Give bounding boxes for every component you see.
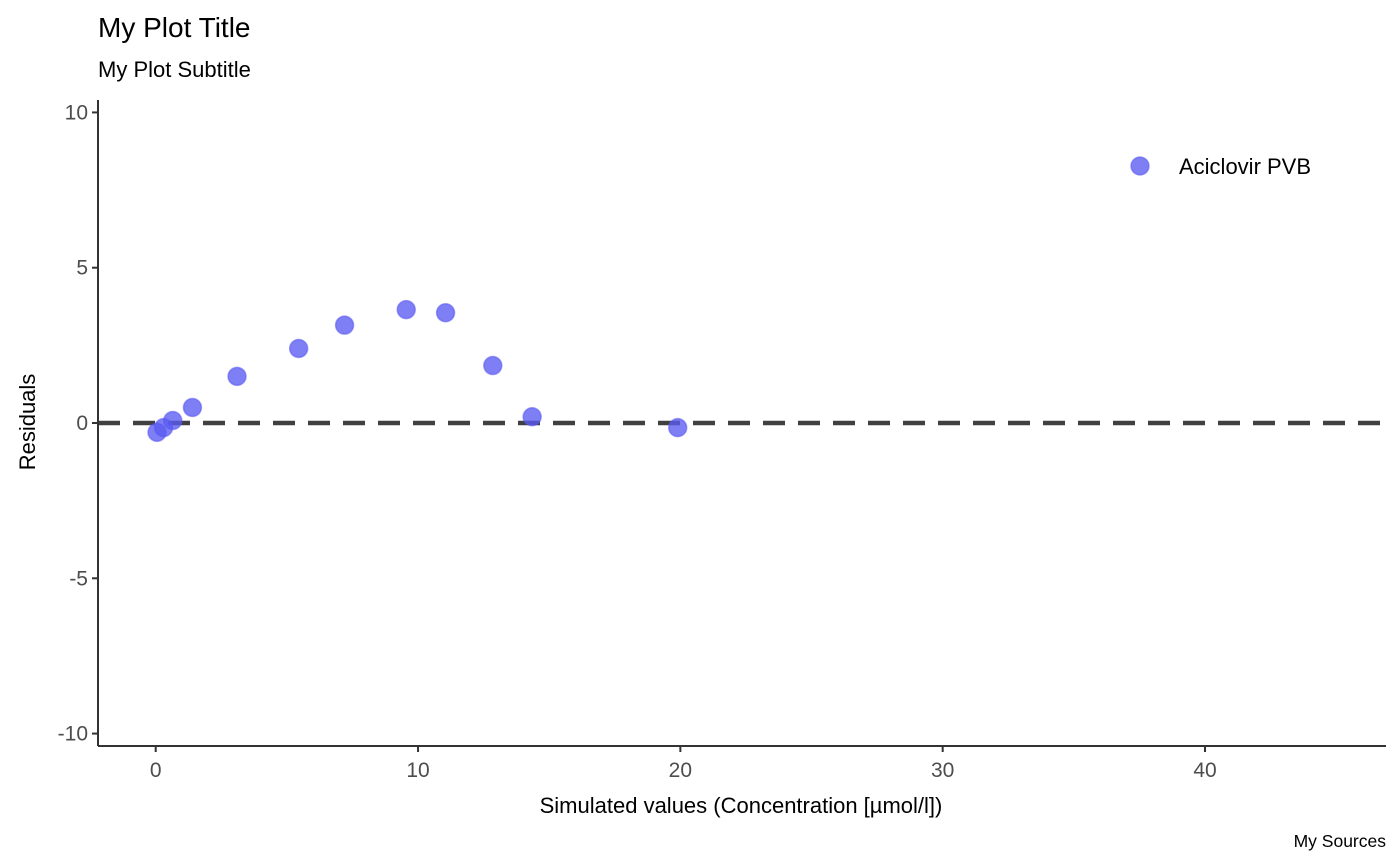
x-tick-label: 0 bbox=[150, 759, 162, 782]
data-point bbox=[483, 355, 503, 376]
axes-layer: -10 -5 0 5 10 0 10 20 30 40 bbox=[58, 100, 1386, 782]
y-tick-label: 0 bbox=[76, 412, 88, 435]
data-point bbox=[288, 338, 309, 359]
y-tick-label: -10 bbox=[58, 723, 88, 746]
x-tick-label: 30 bbox=[931, 759, 954, 782]
data-point bbox=[334, 315, 355, 335]
legend-label: Aciclovir PVB bbox=[1179, 154, 1311, 179]
y-tick-label: 5 bbox=[76, 257, 88, 280]
data-point bbox=[163, 410, 183, 431]
plot-title: My Plot Title bbox=[98, 12, 251, 43]
data-points-layer bbox=[147, 299, 688, 443]
legend: Aciclovir PVB bbox=[1130, 154, 1311, 179]
x-axis-title: Simulated values (Concentration [µmol/l]… bbox=[540, 793, 943, 818]
plot-subtitle: My Plot Subtitle bbox=[98, 57, 251, 82]
data-point bbox=[522, 407, 542, 427]
x-tick-label: 10 bbox=[406, 759, 429, 782]
legend-key-marker bbox=[1130, 156, 1150, 176]
data-point bbox=[182, 397, 203, 418]
data-point bbox=[435, 302, 456, 323]
data-point bbox=[227, 366, 247, 387]
x-tick-label: 40 bbox=[1193, 759, 1216, 782]
y-tick-label: -5 bbox=[69, 567, 88, 590]
y-tick-label: 10 bbox=[65, 101, 88, 124]
data-point bbox=[667, 417, 688, 438]
plot-caption: My Sources bbox=[1293, 831, 1386, 851]
y-axis-title: Residuals bbox=[15, 374, 40, 471]
x-tick-label: 20 bbox=[669, 759, 692, 782]
data-point bbox=[396, 299, 416, 320]
